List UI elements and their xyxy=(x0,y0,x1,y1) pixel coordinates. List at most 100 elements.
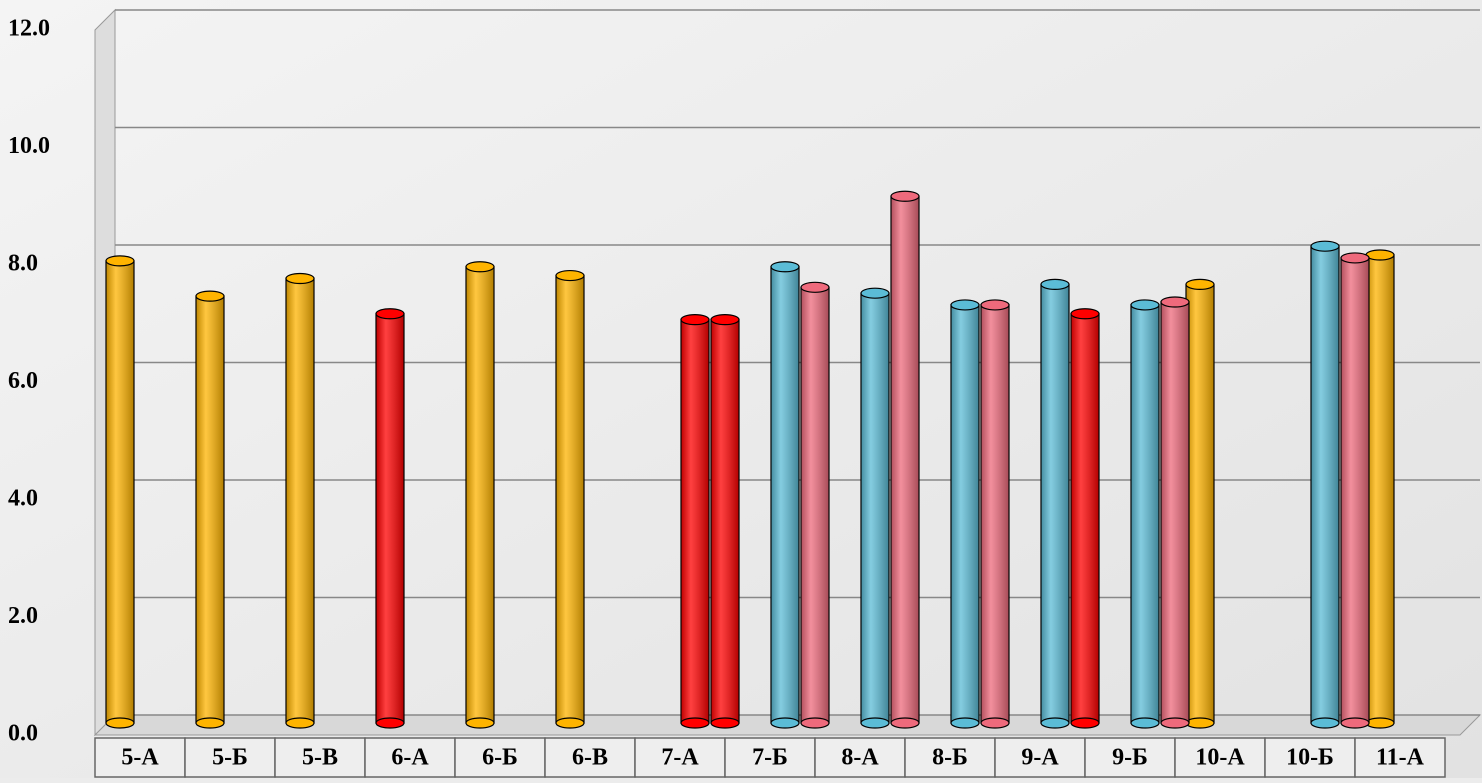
bar-bottom xyxy=(1160,717,1190,729)
bar-bottom xyxy=(710,717,740,729)
bar xyxy=(980,299,1010,729)
bar-shade xyxy=(891,196,919,723)
bar xyxy=(890,190,920,729)
bar xyxy=(285,272,315,729)
bar xyxy=(1365,249,1395,729)
category-box xyxy=(94,737,186,778)
bar-shade xyxy=(861,293,889,723)
bar-shade xyxy=(556,275,584,723)
bar-shade xyxy=(1186,284,1214,723)
bar xyxy=(1070,308,1100,729)
bar-top xyxy=(770,261,800,273)
bar-shade xyxy=(376,313,404,723)
bar-bottom xyxy=(680,717,710,729)
x-tick-label: 6-Б xyxy=(482,745,518,771)
category-box xyxy=(904,737,996,778)
bar-shade xyxy=(1366,255,1394,723)
bar-top xyxy=(555,269,585,282)
bar-shade xyxy=(951,304,979,723)
category-box xyxy=(274,737,366,778)
x-tick-label: 7-А xyxy=(661,745,699,771)
bar xyxy=(1130,299,1160,729)
bar xyxy=(770,261,800,729)
bar-top xyxy=(710,314,740,326)
category-box xyxy=(454,737,546,778)
bar-bottom xyxy=(890,717,920,729)
bar-shade xyxy=(466,266,494,723)
bar-bottom xyxy=(1070,717,1100,729)
bar-top xyxy=(1310,240,1340,252)
bar xyxy=(860,287,890,729)
category-box xyxy=(1084,737,1176,778)
x-tick-label: 10-Б xyxy=(1286,745,1334,771)
bar-top xyxy=(1365,249,1395,261)
bar-bottom xyxy=(1310,717,1340,729)
category-box xyxy=(1174,737,1266,778)
bar-top xyxy=(1160,296,1190,308)
bar-bottom xyxy=(800,717,830,729)
bar-bottom xyxy=(105,717,135,729)
bar-bottom xyxy=(950,717,980,729)
bar-top xyxy=(1040,278,1070,290)
bar-top xyxy=(980,299,1010,311)
bar-top xyxy=(195,290,225,302)
bar-top xyxy=(800,281,830,293)
bar-bottom xyxy=(1040,717,1070,729)
bar-shade xyxy=(681,319,709,723)
x-tick-label: 8-Б xyxy=(932,745,968,771)
y-tick-label: 8.0 xyxy=(8,251,38,277)
x-tick-label: 5-Б xyxy=(212,745,248,771)
x-tick-label: 11-А xyxy=(1376,745,1425,771)
bar-bottom xyxy=(1340,717,1370,729)
bar-top xyxy=(465,261,495,273)
bar-bottom xyxy=(980,717,1010,729)
bar xyxy=(555,269,585,729)
bar xyxy=(105,255,135,729)
bar-top xyxy=(1185,278,1215,290)
y-tick-label: 12.0 xyxy=(8,16,50,42)
bar-shade xyxy=(1131,304,1159,723)
bar xyxy=(375,308,405,729)
category-box xyxy=(1354,737,1446,778)
y-tick-label: 0.0 xyxy=(8,721,38,747)
x-tick-label: 9-А xyxy=(1021,745,1059,771)
y-tick-label: 10.0 xyxy=(8,133,50,159)
bar xyxy=(680,314,710,729)
bar-bottom xyxy=(285,717,315,729)
x-tick-label: 5-А xyxy=(121,745,159,771)
x-tick-label: 9-Б xyxy=(1112,745,1148,771)
bar-bottom xyxy=(1185,717,1215,729)
bar-top xyxy=(950,299,980,311)
bar xyxy=(1160,296,1190,729)
bar xyxy=(1340,252,1370,729)
bar xyxy=(1185,278,1215,729)
bar xyxy=(195,290,225,729)
x-tick-label: 7-Б xyxy=(752,745,788,771)
x-tick-label: 10-А xyxy=(1195,745,1245,771)
bar-shade xyxy=(196,296,224,723)
bar-shade xyxy=(106,260,134,723)
category-box xyxy=(1264,737,1356,778)
bar xyxy=(465,261,495,729)
bar-top xyxy=(375,308,405,320)
category-box xyxy=(544,737,636,778)
bar xyxy=(1040,278,1070,729)
bar-bottom xyxy=(1130,717,1160,729)
bar-shade xyxy=(771,266,799,723)
bar-shade xyxy=(286,278,314,723)
bar-bottom xyxy=(195,717,225,729)
bar-bottom xyxy=(860,717,890,729)
x-tick-label: 5-В xyxy=(302,745,338,771)
y-tick-label: 2.0 xyxy=(8,603,38,629)
bar-top xyxy=(1340,252,1370,264)
bar xyxy=(1310,240,1340,729)
bar xyxy=(950,299,980,729)
bar-shade xyxy=(1161,302,1189,723)
x-tick-label: 8-А xyxy=(841,745,879,771)
bar xyxy=(800,281,830,729)
bar-top xyxy=(860,287,890,299)
bar-top xyxy=(890,190,920,202)
